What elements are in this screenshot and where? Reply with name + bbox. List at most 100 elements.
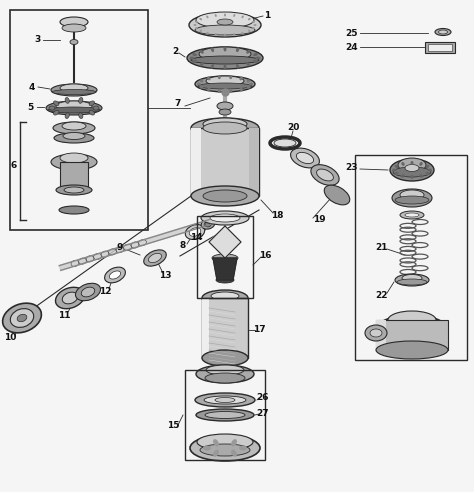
Ellipse shape xyxy=(203,445,211,451)
Ellipse shape xyxy=(89,101,94,106)
Ellipse shape xyxy=(231,439,237,446)
Ellipse shape xyxy=(253,53,258,56)
Text: 24: 24 xyxy=(346,42,358,52)
Ellipse shape xyxy=(241,16,244,18)
Ellipse shape xyxy=(435,29,451,35)
Polygon shape xyxy=(59,219,211,271)
Ellipse shape xyxy=(370,329,382,337)
Ellipse shape xyxy=(203,122,247,134)
Ellipse shape xyxy=(192,53,197,56)
Bar xyxy=(249,128,259,196)
Bar xyxy=(10,10,148,230)
Ellipse shape xyxy=(239,88,243,92)
Ellipse shape xyxy=(246,79,250,83)
Ellipse shape xyxy=(204,221,212,227)
Ellipse shape xyxy=(218,75,221,79)
Ellipse shape xyxy=(196,12,254,28)
Ellipse shape xyxy=(195,25,255,35)
Ellipse shape xyxy=(203,190,247,202)
Ellipse shape xyxy=(189,13,261,37)
Ellipse shape xyxy=(394,172,398,175)
Text: 11: 11 xyxy=(58,310,70,319)
Ellipse shape xyxy=(109,271,121,279)
Ellipse shape xyxy=(239,445,247,451)
Ellipse shape xyxy=(192,60,197,63)
Ellipse shape xyxy=(376,315,448,345)
Ellipse shape xyxy=(79,97,83,103)
Ellipse shape xyxy=(81,287,95,297)
Ellipse shape xyxy=(395,196,429,204)
Ellipse shape xyxy=(410,161,413,165)
Polygon shape xyxy=(209,226,241,258)
Ellipse shape xyxy=(64,187,84,193)
Ellipse shape xyxy=(255,57,261,60)
Ellipse shape xyxy=(291,148,319,168)
Bar xyxy=(60,162,88,190)
Ellipse shape xyxy=(200,62,204,66)
Bar xyxy=(428,44,452,51)
Ellipse shape xyxy=(195,76,255,92)
Ellipse shape xyxy=(198,83,252,89)
Ellipse shape xyxy=(144,250,166,266)
Ellipse shape xyxy=(376,341,448,359)
Ellipse shape xyxy=(393,167,431,177)
Bar xyxy=(191,128,259,196)
Ellipse shape xyxy=(195,21,198,23)
Circle shape xyxy=(205,221,211,227)
Text: 9: 9 xyxy=(117,243,123,251)
Ellipse shape xyxy=(201,211,249,225)
Ellipse shape xyxy=(10,308,34,327)
Ellipse shape xyxy=(51,154,97,170)
Ellipse shape xyxy=(224,47,227,52)
Text: 1: 1 xyxy=(264,10,270,20)
Ellipse shape xyxy=(384,326,440,344)
Ellipse shape xyxy=(317,169,333,181)
Ellipse shape xyxy=(248,18,251,20)
Ellipse shape xyxy=(54,101,59,106)
Ellipse shape xyxy=(252,21,255,23)
Ellipse shape xyxy=(311,165,339,185)
Text: 2: 2 xyxy=(172,48,178,57)
Text: 6: 6 xyxy=(11,160,17,170)
Text: 13: 13 xyxy=(159,272,171,280)
Ellipse shape xyxy=(224,64,227,69)
Ellipse shape xyxy=(52,90,96,94)
Ellipse shape xyxy=(93,106,99,110)
Ellipse shape xyxy=(207,77,210,80)
Ellipse shape xyxy=(390,159,434,181)
Ellipse shape xyxy=(202,290,248,306)
Ellipse shape xyxy=(248,30,251,32)
Ellipse shape xyxy=(206,76,244,86)
Ellipse shape xyxy=(210,47,214,52)
Ellipse shape xyxy=(218,89,221,93)
Ellipse shape xyxy=(400,211,424,219)
Ellipse shape xyxy=(246,62,250,66)
Ellipse shape xyxy=(65,97,69,103)
Ellipse shape xyxy=(200,30,202,32)
Ellipse shape xyxy=(75,283,100,301)
Ellipse shape xyxy=(60,17,88,27)
Bar xyxy=(355,155,467,360)
Ellipse shape xyxy=(405,164,419,172)
Ellipse shape xyxy=(197,83,201,86)
Text: 5: 5 xyxy=(27,102,33,112)
Ellipse shape xyxy=(252,27,255,29)
Text: 10: 10 xyxy=(4,334,16,342)
Text: 14: 14 xyxy=(190,234,202,243)
Ellipse shape xyxy=(189,228,201,236)
Ellipse shape xyxy=(62,292,78,304)
Ellipse shape xyxy=(274,139,296,147)
Ellipse shape xyxy=(388,311,436,329)
Text: 23: 23 xyxy=(346,163,358,173)
Text: 3: 3 xyxy=(35,35,41,44)
Text: 16: 16 xyxy=(259,250,271,259)
Ellipse shape xyxy=(202,350,248,366)
Text: 12: 12 xyxy=(99,287,111,297)
Text: 4: 4 xyxy=(29,83,35,92)
Ellipse shape xyxy=(200,79,203,83)
Ellipse shape xyxy=(51,84,97,96)
Text: 27: 27 xyxy=(257,409,269,419)
Ellipse shape xyxy=(55,287,84,308)
Ellipse shape xyxy=(236,47,239,52)
Ellipse shape xyxy=(2,303,41,333)
